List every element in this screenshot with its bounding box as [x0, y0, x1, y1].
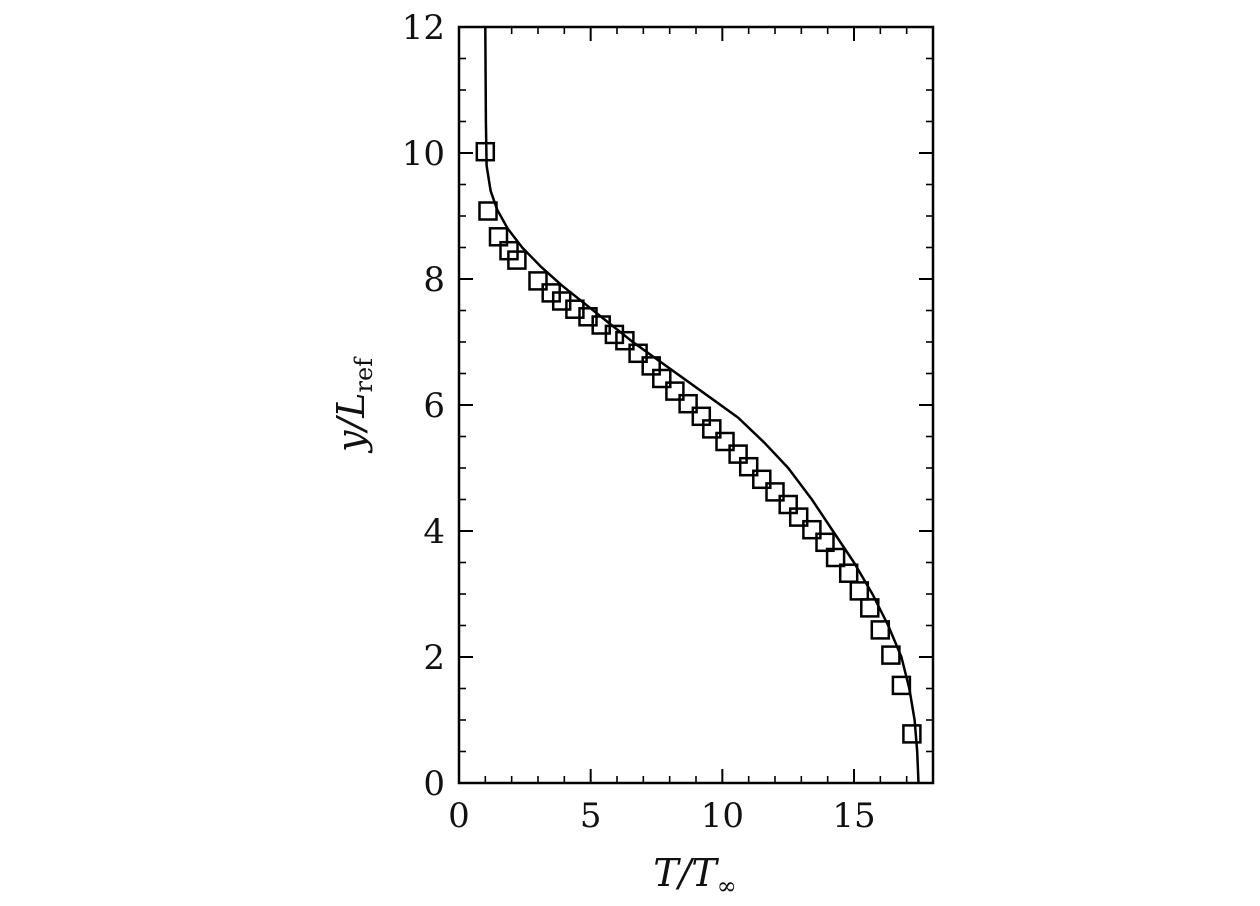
data-point-marker — [528, 271, 548, 291]
data-point-marker — [678, 393, 698, 414]
data-point-marker — [478, 201, 498, 221]
data-point-marker — [702, 419, 722, 439]
data-point-marker — [881, 645, 901, 665]
y-axis-label: y/Lref — [329, 356, 378, 454]
data-point-marker — [488, 227, 509, 247]
x-tick-label: 5 — [580, 796, 602, 836]
data-point-marker — [728, 444, 748, 464]
data-point-marker — [849, 581, 870, 601]
data-point-marker — [902, 724, 922, 744]
x-tick-labels: 0 5 10 15 — [448, 796, 875, 836]
axis-ticks — [458, 26, 934, 784]
data-point-marker — [615, 330, 635, 351]
plot-area — [475, 26, 922, 784]
data-point-marker — [752, 469, 772, 490]
series-line — [484, 26, 920, 784]
data-point-marker — [788, 507, 809, 527]
data-point-marker — [891, 675, 912, 696]
data-point-marker — [652, 368, 672, 389]
y-tick-label: 10 — [402, 134, 445, 174]
data-point-marker — [860, 598, 880, 618]
x-tick-label: 10 — [701, 796, 744, 836]
data-point-marker — [628, 343, 648, 364]
data-point-marker — [541, 283, 561, 303]
data-point-marker — [641, 356, 661, 376]
data-point-marker — [765, 482, 785, 502]
y-tick-label: 4 — [423, 512, 445, 552]
data-point-marker — [815, 532, 835, 553]
data-point-marker — [738, 456, 759, 477]
y-tick-label: 6 — [423, 386, 445, 426]
data-point-marker — [870, 620, 891, 640]
data-point-marker — [691, 406, 712, 427]
data-point-marker — [825, 547, 846, 568]
data-point-marker — [838, 563, 859, 583]
y-tick-label: 0 — [423, 764, 445, 804]
data-point-marker — [802, 519, 822, 540]
x-tick-label: 15 — [832, 796, 875, 836]
y-tick-label: 12 — [402, 8, 445, 48]
data-point-marker — [665, 381, 685, 401]
data-point-marker — [475, 141, 496, 162]
y-tick-label: 2 — [423, 638, 445, 678]
data-point-marker — [499, 240, 519, 261]
y-tick-labels: 0 2 4 6 8 10 12 — [402, 8, 445, 804]
data-point-marker — [715, 431, 735, 452]
data-point-marker — [778, 494, 798, 515]
x-tick-label: 0 — [448, 796, 470, 836]
y-tick-label: 8 — [423, 260, 445, 300]
x-axis-label: T/T∞ — [653, 851, 737, 900]
